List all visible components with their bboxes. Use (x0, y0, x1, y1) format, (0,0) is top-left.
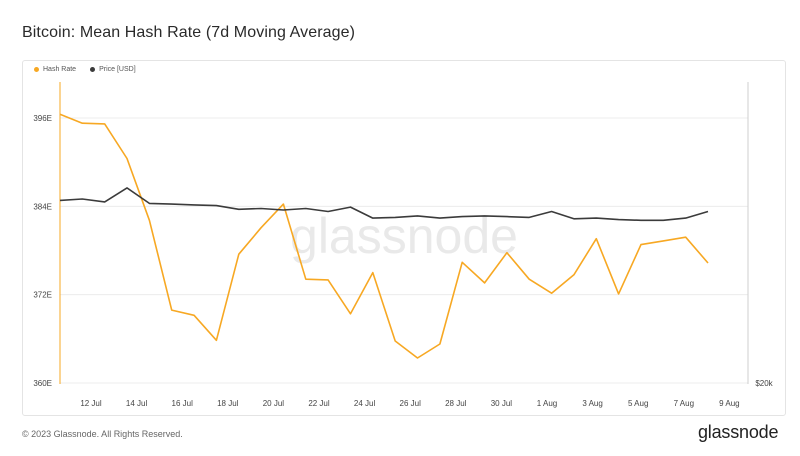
x-tick-label: 24 Jul (354, 399, 376, 408)
legend: Hash Rate Price [USD] (34, 66, 136, 73)
chart-panel (22, 60, 786, 416)
footer-logo: glassnode (698, 422, 779, 442)
x-tick-label: 26 Jul (400, 399, 422, 408)
x-tick-label: 14 Jul (126, 399, 148, 408)
x-tick-label: 30 Jul (491, 399, 513, 408)
legend-item-price[interactable]: Price [USD] (90, 66, 136, 73)
right-axis-label: $20k (755, 379, 773, 388)
x-tick-label: 16 Jul (172, 399, 194, 408)
x-tick-label: 3 Aug (582, 399, 602, 408)
series-line-hash-rate (59, 113, 709, 359)
chart-title: Bitcoin: Mean Hash Rate (7d Moving Avera… (22, 24, 356, 41)
y-tick-label: 396E (33, 114, 52, 123)
y-tick-label: 384E (33, 202, 52, 211)
y-tick-label: 372E (33, 291, 52, 300)
x-tick-label: 5 Aug (628, 399, 648, 408)
legend-label-hash-rate: Hash Rate (43, 66, 77, 73)
x-tick-label: 12 Jul (80, 399, 102, 408)
footer-copyright: © 2023 Glassnode. All Rights Reserved. (22, 429, 183, 439)
x-tick-label: 20 Jul (263, 399, 285, 408)
x-tick-label: 1 Aug (537, 399, 557, 408)
legend-label-price: Price [USD] (99, 66, 136, 73)
x-tick-label: 22 Jul (308, 399, 330, 408)
x-tick-label: 28 Jul (445, 399, 467, 408)
legend-item-hash-rate[interactable]: Hash Rate (34, 66, 76, 73)
legend-dot-hash-rate (34, 67, 39, 72)
x-tick-label: 9 Aug (719, 399, 739, 408)
x-tick-label: 18 Jul (217, 399, 239, 408)
legend-dot-price (90, 67, 96, 72)
x-tick-label: 7 Aug (674, 399, 694, 408)
series-line-price (59, 187, 709, 222)
y-tick-label: 360E (33, 379, 52, 388)
